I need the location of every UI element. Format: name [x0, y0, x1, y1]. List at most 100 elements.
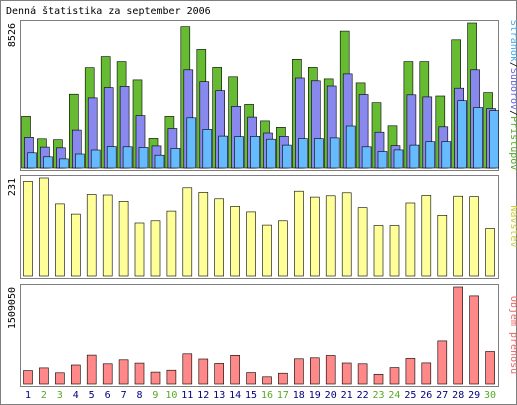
bar-objem-prenosu-14	[230, 354, 240, 385]
x-tick-label-29: 29	[468, 390, 480, 401]
bar-návštev-20	[325, 195, 336, 277]
x-tick-label-10: 10	[165, 390, 177, 401]
bar-stránok-5	[90, 149, 101, 169]
bar-návštev-22	[357, 207, 368, 277]
panel-frame	[20, 175, 499, 279]
bar-stránok-10	[170, 148, 181, 169]
bar-návštev-14	[230, 206, 240, 277]
x-tick-label-19: 19	[309, 390, 321, 401]
x-tick-label-17: 17	[277, 390, 289, 401]
bar-návštev-29	[469, 196, 479, 277]
bar-stránok-12	[202, 129, 213, 169]
bar-stránok-14	[234, 136, 244, 169]
bar-objem-prenosu-21	[341, 362, 352, 385]
bar-stránok-3	[59, 158, 69, 169]
x-tick-label-4: 4	[73, 390, 79, 401]
bar-návštev-8	[134, 222, 145, 277]
bar-stránok-18	[298, 138, 308, 169]
bar-objem-prenosu-19	[309, 357, 320, 385]
y-max-label: 8526	[7, 23, 18, 47]
bar-objem-prenosu-26	[421, 362, 432, 385]
bar-návštev-11	[182, 187, 193, 277]
y-max-label: 231	[7, 178, 18, 196]
bar-stránok-19	[313, 138, 324, 169]
x-tick-label-6: 6	[105, 390, 111, 401]
x-tick-label-5: 5	[89, 390, 95, 401]
bar-objem-prenosu-22	[357, 363, 368, 385]
bar-návštev-23	[373, 225, 384, 277]
x-tick-label-7: 7	[121, 390, 127, 401]
x-tick-label-3: 3	[57, 390, 63, 401]
bar-návštev-12	[198, 192, 209, 277]
x-tick-label-22: 22	[357, 390, 369, 401]
bar-návštev-21	[341, 192, 352, 277]
bar-objem-prenosu-17	[278, 372, 288, 385]
panel-frame	[20, 284, 499, 387]
bar-objem-prenosu-7	[118, 359, 129, 385]
bar-stránok-7	[122, 146, 133, 169]
bar-stránok-20	[329, 137, 340, 169]
bar-stránok-22	[361, 146, 372, 169]
bar-stránok-30	[489, 110, 499, 169]
bar-objem-prenosu-11	[182, 353, 193, 385]
bar-návštev-17	[278, 220, 288, 277]
bar-stránok-13	[218, 135, 228, 169]
bar-objem-prenosu-29	[469, 295, 479, 385]
x-tick-label-8: 8	[136, 390, 142, 401]
bar-objem-prenosu-27	[437, 340, 448, 385]
bar-stránok-11	[186, 117, 197, 169]
bar-návštev-3	[55, 203, 65, 277]
x-tick-label-18: 18	[293, 390, 305, 401]
bar-stránok-24	[393, 149, 404, 169]
bar-objem-prenosu-4	[71, 364, 81, 385]
bar-stránok-23	[377, 151, 388, 169]
legend-item: Objem prenosu	[508, 296, 517, 374]
bar-návštev-24	[389, 225, 400, 277]
bar-stránok-15	[250, 136, 260, 169]
bar-objem-prenosu-3	[55, 372, 65, 385]
bar-objem-prenosu-9	[150, 371, 161, 385]
bar-návštev-19	[309, 196, 320, 277]
bar-objem-prenosu-10	[166, 369, 177, 385]
bar-objem-prenosu-25	[405, 358, 416, 385]
legend-panel-1: Stránok/Súborov/Prístupov	[508, 20, 517, 171]
bar-objem-prenosu-24	[389, 367, 400, 385]
bar-objem-prenosu-6	[102, 363, 113, 385]
x-tick-label-26: 26	[420, 390, 432, 401]
legend-panel-2: Návštev	[508, 205, 517, 247]
bar-stránok-28	[457, 100, 468, 169]
bar-stránok-9	[154, 154, 165, 169]
bar-objem-prenosu-8	[134, 362, 145, 385]
x-tick-label-12: 12	[197, 390, 209, 401]
bar-objem-prenosu-1	[23, 370, 33, 385]
bar-stránok-2	[43, 156, 53, 169]
bar-stránok-25	[409, 144, 420, 169]
bar-návštev-26	[421, 195, 432, 277]
bar-návštev-16	[262, 224, 272, 277]
legend-item: Prístupov	[508, 116, 517, 170]
bar-stránok-27	[441, 141, 452, 169]
x-tick-label-23: 23	[372, 390, 384, 401]
bar-návštev-30	[485, 228, 495, 277]
bar-návštev-7	[118, 201, 129, 277]
bar-stránok-29	[473, 107, 483, 169]
chart-panel-1: 8526 Stránok/Súborov/Prístupov	[7, 20, 517, 171]
bar-stránok-16	[266, 138, 276, 169]
legend-item: Návštev	[508, 205, 517, 247]
bar-stránok-1	[27, 152, 37, 169]
bar-objem-prenosu-2	[39, 367, 49, 385]
chart-title: Denná štatistika za september 2006	[6, 5, 211, 17]
bar-objem-prenosu-18	[294, 358, 304, 385]
bar-návštev-5	[86, 194, 97, 277]
bar-návštev-27	[437, 215, 448, 277]
bar-stránok-4	[75, 153, 85, 169]
bar-návštev-13	[214, 198, 224, 277]
bar-stránok-8	[138, 147, 149, 169]
bar-návštev-25	[405, 202, 416, 277]
bar-objem-prenosu-30	[485, 351, 495, 385]
x-tick-label-25: 25	[404, 390, 416, 401]
x-tick-label-1: 1	[25, 390, 31, 401]
legend-item: Súborov	[508, 68, 517, 110]
bar-objem-prenosu-5	[86, 354, 97, 385]
x-tick-label-21: 21	[341, 390, 353, 401]
